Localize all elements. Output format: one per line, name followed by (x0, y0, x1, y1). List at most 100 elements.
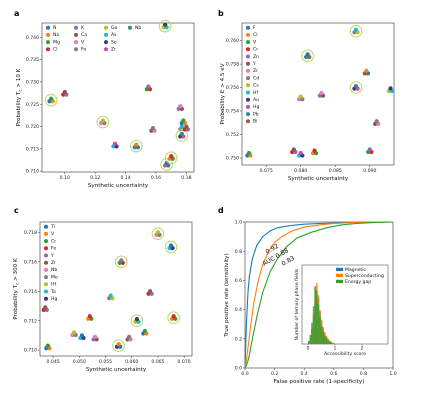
panel-d-xtick-label: 0.2 (271, 371, 278, 377)
panel-d-ytick-label: 0.0 (235, 366, 242, 372)
panel-b-xlabel: Synthetic uncertainty (288, 176, 349, 182)
panel-letter-b: b (218, 9, 224, 18)
panel-a-point (149, 126, 157, 133)
inset-legend-entry: Energy gap (345, 279, 371, 285)
panel-a-legend-marker (104, 32, 108, 37)
panel-a-legend-entry: V (81, 39, 85, 45)
panel-d-xtick-label: 0.4 (301, 371, 308, 377)
panel-a-point-dot (62, 89, 67, 95)
panel-a-point-dot (100, 118, 105, 123)
panel-c-legend-marker (44, 239, 48, 244)
panel-b-point (245, 150, 253, 158)
panel-a-point-dot (146, 84, 151, 89)
panel-c-point (112, 339, 125, 352)
inset-xtick-label: 2 (361, 346, 364, 352)
panel-c-legend-entry: Hf (51, 282, 56, 288)
panel-c-legend-marker (44, 260, 48, 265)
inset-legend-entry: Superconducting (345, 273, 384, 279)
panel-a-scatter: 0.10 0.12 0.14 0.16 0.18 0.710 0.715 0.720 0.725… (16, 19, 195, 189)
inset-histogram-bar (319, 316, 321, 344)
panel-b-legend-marker (246, 90, 250, 95)
panel-c-xtick-label: 0.045 (47, 359, 60, 365)
panel-b-ytick-label: 0.760 (226, 38, 239, 44)
panel-a-legend-entry: K (81, 25, 85, 31)
inset-histogram-bar (314, 286, 316, 344)
panel-b-legend-entry: Y (252, 61, 256, 67)
panel-c-point (44, 343, 52, 351)
panel-c-highlight-ring (167, 311, 180, 325)
panel-c-point-dot (168, 243, 174, 248)
panel-d-ylabel: True positive rate (sensitivity) (224, 253, 230, 337)
panel-c-xtick-label: 0.060 (125, 359, 138, 365)
panel-b-ytick-label: 0.758 (226, 62, 239, 68)
panel-b-legend-entry: Cr (253, 47, 258, 53)
panel-a-point (158, 19, 172, 33)
panel-c-point-dot (127, 334, 132, 339)
panel-a-point (129, 139, 143, 153)
panel-c-legend-marker (44, 296, 48, 301)
panel-a-point-dot (49, 96, 54, 101)
panel-c-point-dot (79, 333, 85, 338)
panel-a-legend-entry: Nb (135, 25, 141, 31)
inset-histogram-bar (312, 306, 315, 344)
panel-a-point-dot (150, 126, 156, 131)
panel-a-highlight-ring (160, 158, 173, 171)
panel-c-point (70, 330, 78, 338)
panel-a-ytick-label: 0.740 (26, 35, 39, 41)
panel-a-point-dot (181, 118, 186, 123)
panel-b-legend-marker (246, 32, 250, 37)
panel-a-legend-entry: Se (111, 39, 117, 45)
panel-c-highlight-ring (114, 255, 128, 269)
panel-b-point (290, 147, 298, 155)
panel-b-ylabel: Probability E > 4.5 eV (220, 63, 226, 124)
panel-c-legend-entry: Zr (51, 260, 56, 266)
panel-c-point (141, 328, 149, 336)
panel-c-legend-entry: Ta (50, 289, 56, 295)
panel-a-highlight-ring (129, 139, 143, 153)
panel-b-point (349, 81, 363, 94)
panel-a-xtick-label: 0.16 (151, 175, 161, 181)
panel-a-ytick-label: 0.720 (26, 124, 39, 130)
panel-c-point (164, 240, 178, 254)
panel-d-xtick-label: 0.8 (360, 371, 367, 377)
panel-c-point-dot (119, 258, 124, 263)
panel-b-point-dot (353, 83, 359, 89)
panel-b-point-dot (388, 86, 393, 91)
panel-c-legend-entry: Mo (51, 274, 58, 280)
inset-xtick-label: 0 (307, 346, 310, 352)
panel-a-point-dot (179, 131, 184, 137)
panel-a-legend-entry: Zr (111, 47, 116, 53)
panel-c-xtick-label: 0.070 (178, 359, 191, 365)
panel-a-xlabel: Synthetic uncertainty (88, 183, 149, 189)
panel-c-ylabel: Probability Tc > 300 K (13, 258, 19, 320)
panel-b-legend-marker (246, 97, 250, 102)
panel-b-highlight-ring (349, 24, 363, 38)
panel-a-point (164, 151, 178, 165)
panel-c-point (107, 293, 115, 301)
panel-a-point (111, 141, 119, 149)
panel-a-legend-marker (46, 47, 50, 52)
roc-curve-energy-gap (244, 221, 394, 369)
panel-b-point (349, 24, 363, 38)
panel-c-legend-marker (44, 253, 48, 258)
panel-a-point-dot (184, 124, 189, 129)
panel-b-legend-marker (246, 68, 250, 73)
panel-a-point (179, 118, 188, 126)
panel-a-legend-marker (46, 32, 50, 37)
panel-a-legend-marker (46, 25, 50, 30)
panel-b-legend-marker (246, 25, 250, 30)
panel-c-point (146, 289, 154, 296)
panel-b-ytick-label: 0.752 (226, 132, 239, 138)
panel-b-point-dot (298, 94, 303, 99)
panel-c-xlabel: Synthetic uncertainty (86, 367, 147, 373)
panel-d-xtick-label: 1.0 (389, 371, 396, 377)
panel-letter-a: a (14, 9, 19, 18)
panel-c-point-dot (116, 342, 121, 347)
panel-c-xtick-label: 0.065 (151, 359, 164, 365)
panel-b-point-dot (246, 150, 252, 156)
panel-c-legend-marker (44, 289, 48, 294)
panel-a-highlight-ring (164, 151, 178, 165)
